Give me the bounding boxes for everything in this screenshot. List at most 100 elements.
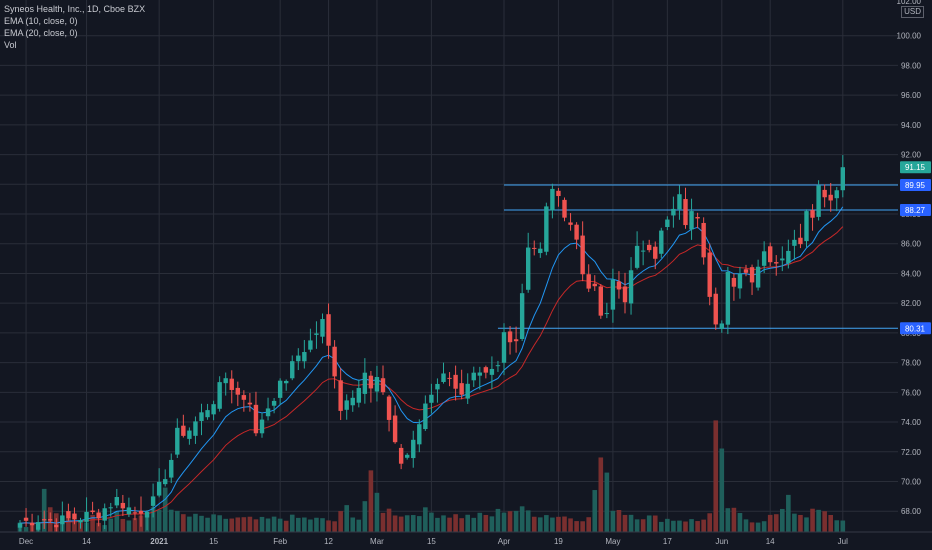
candle-body [66, 511, 71, 519]
candle-body [290, 361, 295, 379]
volume-bar [126, 520, 132, 532]
volume-bar [368, 470, 374, 532]
volume-bar [429, 512, 434, 532]
candle [538, 242, 543, 258]
volume-bar [344, 505, 349, 532]
candle-body [90, 510, 95, 513]
volume-bar [265, 518, 271, 532]
candle-body [29, 522, 35, 526]
volume-bar [66, 517, 71, 532]
candle-body [193, 421, 198, 436]
candle-body [187, 430, 192, 439]
volume-bar [592, 490, 598, 532]
candle [72, 507, 77, 525]
candle [241, 390, 247, 412]
candle [755, 259, 761, 291]
volume-bar [259, 516, 265, 532]
volume-bar [840, 520, 846, 532]
candle [768, 242, 773, 267]
candle-body [120, 502, 126, 509]
volume-bar [683, 521, 688, 532]
candle [23, 508, 29, 527]
candle-body [356, 387, 361, 403]
candle-body [72, 513, 77, 520]
volume-bar [404, 515, 410, 532]
candle-body [731, 277, 737, 287]
candle-body [659, 230, 664, 254]
candle-body [610, 279, 616, 310]
candle [822, 184, 827, 208]
time-tick-label: Apr [498, 537, 511, 546]
candle-body [284, 380, 289, 384]
volume-bar [598, 457, 604, 532]
candle [66, 503, 71, 521]
candle-body [598, 286, 603, 316]
volume-bar [628, 514, 634, 532]
volume-bar [108, 518, 114, 532]
time-tick-label: 15 [209, 537, 218, 546]
candle [526, 232, 531, 293]
currency-label[interactable]: USD [901, 6, 924, 18]
price-tick-label: 68.00 [901, 507, 922, 516]
candle-body [792, 239, 797, 246]
volume-bar [253, 519, 259, 532]
candle-body [628, 270, 634, 304]
candle [362, 358, 368, 404]
chart-legend: Syneos Health, Inc., 1D, Cboe BZX EMA (1… [4, 3, 145, 51]
volume-bar [731, 507, 737, 532]
horizontal-levels [497, 184, 898, 329]
candle-body [538, 248, 543, 254]
candle-body [175, 427, 180, 455]
volume-bar [816, 509, 821, 532]
candle-body [695, 216, 700, 219]
candle-body [54, 524, 59, 528]
candle [653, 241, 658, 270]
symbol-title[interactable]: Syneos Health, Inc., 1D, Cboe BZX [4, 4, 146, 14]
volume-bar [719, 448, 725, 532]
candle-body [344, 400, 349, 410]
candle [96, 508, 101, 527]
candle [701, 217, 706, 265]
candle [199, 403, 204, 436]
candle [532, 240, 537, 256]
level-badge: 80.31 [905, 324, 926, 333]
candle [447, 372, 452, 387]
candle [417, 419, 422, 453]
candle-body [798, 237, 803, 245]
ema10-legend[interactable]: EMA (10, close, 0) [4, 16, 78, 26]
candle [598, 284, 603, 319]
candle-body [368, 375, 374, 389]
volume-bar [792, 513, 797, 532]
volume-bar [380, 512, 386, 532]
ema20-legend[interactable]: EMA (20, close, 0) [4, 28, 78, 38]
candle [659, 227, 664, 259]
volume-bar [556, 516, 561, 532]
candle [150, 483, 156, 518]
candle-body [743, 269, 749, 273]
volume-bar [302, 517, 307, 532]
candlesticks [17, 155, 845, 543]
candle [132, 506, 138, 521]
price-tick-label: 76.00 [901, 388, 922, 397]
candle [713, 287, 718, 330]
candle [60, 501, 65, 532]
volume-bar [211, 514, 216, 532]
candle-body [737, 273, 743, 289]
volume-bar [417, 516, 422, 532]
volume-bar [320, 518, 325, 532]
candle-body [259, 419, 265, 434]
volume-bar [181, 514, 186, 532]
volume-bar [501, 512, 507, 532]
time-tick-label: 19 [554, 537, 563, 546]
candle-body [181, 425, 186, 436]
candle [296, 348, 301, 371]
volume-bar [332, 521, 337, 532]
volume-bar [834, 520, 840, 532]
candle [471, 366, 476, 387]
candle-body [719, 323, 724, 329]
candle-body [550, 188, 555, 211]
volume-legend[interactable]: Vol [4, 40, 17, 50]
volume-bar [350, 517, 356, 532]
candle [622, 272, 628, 314]
